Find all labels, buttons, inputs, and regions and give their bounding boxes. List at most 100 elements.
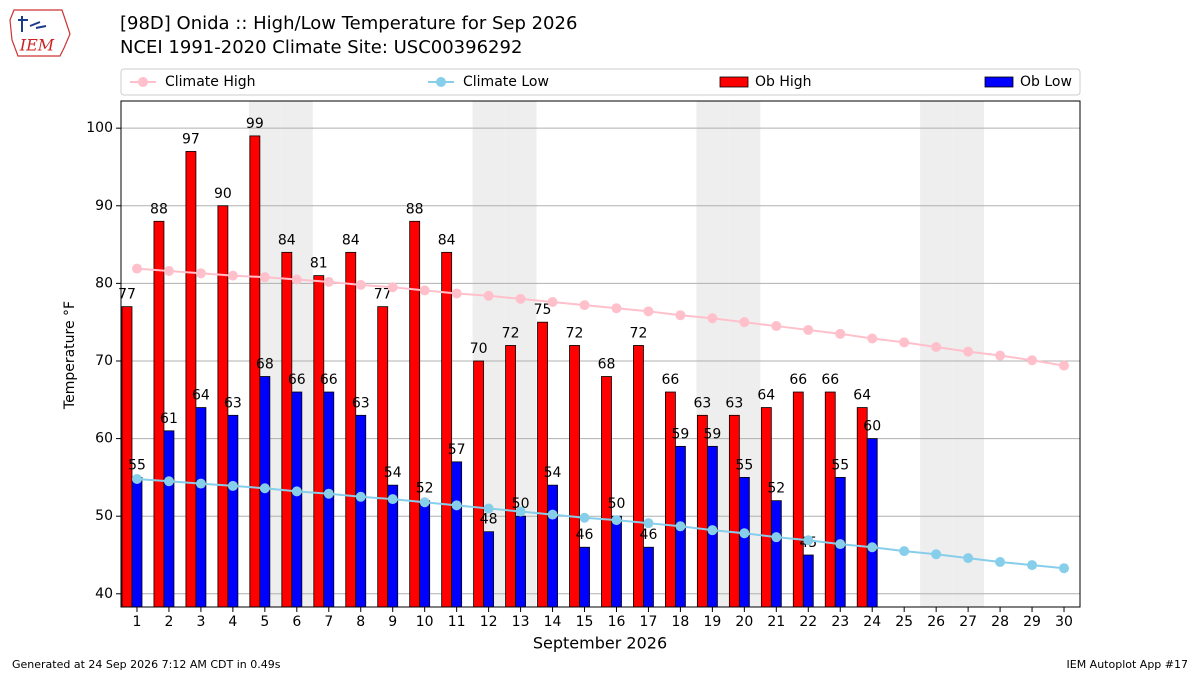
bar — [163, 430, 175, 608]
bar — [313, 275, 325, 608]
bar — [611, 515, 622, 608]
chart-title: [98D] Onida :: High/Low Temperature for … — [120, 13, 577, 34]
line-marker — [259, 272, 270, 283]
line-marker — [131, 473, 142, 484]
x-tick-label: 13 — [512, 614, 530, 630]
y-tick-label: 90 — [95, 198, 113, 214]
x-tick-label: 15 — [576, 614, 594, 630]
line-marker — [163, 265, 174, 276]
bar — [601, 376, 612, 608]
line-marker — [643, 518, 654, 529]
line — [136, 477, 1065, 570]
legend-swatch — [719, 76, 749, 88]
data-label: 63 — [725, 395, 743, 411]
line-marker — [739, 317, 750, 328]
line-marker — [675, 310, 686, 321]
bar — [505, 345, 516, 608]
line-marker — [611, 515, 622, 526]
x-tick-label: 7 — [324, 614, 333, 630]
x-tick-label: 22 — [799, 614, 817, 630]
data-label: 72 — [630, 325, 648, 341]
line-marker — [387, 282, 398, 293]
line-marker — [995, 350, 1006, 361]
line-marker — [451, 288, 462, 299]
line-marker — [707, 313, 718, 324]
x-tick-label: 18 — [672, 614, 690, 630]
line-marker — [835, 328, 846, 339]
data-label: 84 — [438, 232, 456, 248]
line-marker — [1027, 560, 1038, 571]
bar — [441, 251, 453, 608]
line-marker — [707, 525, 718, 536]
data-label: 66 — [320, 372, 338, 388]
data-label: 64 — [192, 388, 210, 404]
bar — [185, 151, 197, 608]
line-marker — [195, 478, 206, 489]
data-label: 66 — [789, 372, 807, 388]
legend-label: Climate Low — [463, 74, 549, 90]
line-marker — [1059, 563, 1070, 574]
bar — [515, 515, 526, 608]
line-marker — [739, 528, 750, 539]
line-marker — [867, 333, 878, 344]
line-marker — [483, 503, 494, 514]
data-label: 55 — [735, 457, 753, 473]
bar — [579, 546, 590, 608]
line-marker — [899, 337, 910, 348]
line-marker — [579, 300, 590, 311]
line-marker — [643, 306, 654, 317]
bar — [856, 407, 868, 608]
x-tick-label: 30 — [1055, 614, 1073, 630]
bar — [643, 546, 654, 608]
x-tick-label: 3 — [196, 614, 205, 630]
line-marker — [355, 491, 366, 502]
bar — [409, 220, 421, 608]
bar — [355, 414, 367, 608]
data-label: 63 — [352, 395, 370, 411]
bar — [770, 500, 782, 608]
y-tick-label: 80 — [95, 275, 113, 291]
line-marker — [675, 521, 686, 532]
line-marker — [323, 488, 334, 499]
legend-marker — [436, 77, 446, 87]
line-marker — [323, 276, 334, 287]
line-marker — [195, 268, 206, 279]
line-marker — [419, 285, 430, 296]
data-label: 72 — [502, 325, 520, 341]
x-tick-label: 23 — [831, 614, 849, 630]
data-label: 66 — [662, 372, 680, 388]
bar — [451, 461, 463, 608]
line-marker — [227, 480, 238, 491]
x-tick-label: 12 — [480, 614, 498, 630]
data-label: 68 — [256, 357, 274, 373]
line-marker — [547, 297, 558, 308]
data-label: 72 — [566, 325, 584, 341]
line-marker — [931, 342, 942, 353]
x-tick-label: 11 — [448, 614, 466, 630]
x-axis-label: September 2026 — [533, 634, 667, 653]
line-marker — [291, 274, 302, 285]
legend-label: Ob High — [755, 74, 812, 90]
line-marker — [515, 293, 526, 304]
data-label: 81 — [310, 256, 328, 272]
data-label: 55 — [128, 457, 146, 473]
line-marker — [803, 535, 814, 546]
line-marker — [515, 506, 526, 517]
y-tick-label: 70 — [95, 353, 113, 369]
data-label: 66 — [288, 372, 306, 388]
x-tick-label: 25 — [895, 614, 913, 630]
bar — [665, 391, 676, 608]
line-marker — [835, 539, 846, 550]
data-label: 54 — [384, 465, 402, 481]
data-label: 84 — [278, 232, 296, 248]
shaded-band — [920, 101, 953, 607]
line-marker — [227, 270, 238, 281]
line-marker — [163, 476, 174, 487]
footer-left: Generated at 24 Sep 2026 7:12 AM CDT in … — [12, 658, 281, 671]
data-label: 90 — [214, 186, 232, 202]
line-marker — [355, 279, 366, 290]
line-marker — [995, 556, 1006, 567]
bar — [131, 476, 143, 608]
x-tick-label: 20 — [735, 614, 753, 630]
bar — [760, 407, 772, 608]
